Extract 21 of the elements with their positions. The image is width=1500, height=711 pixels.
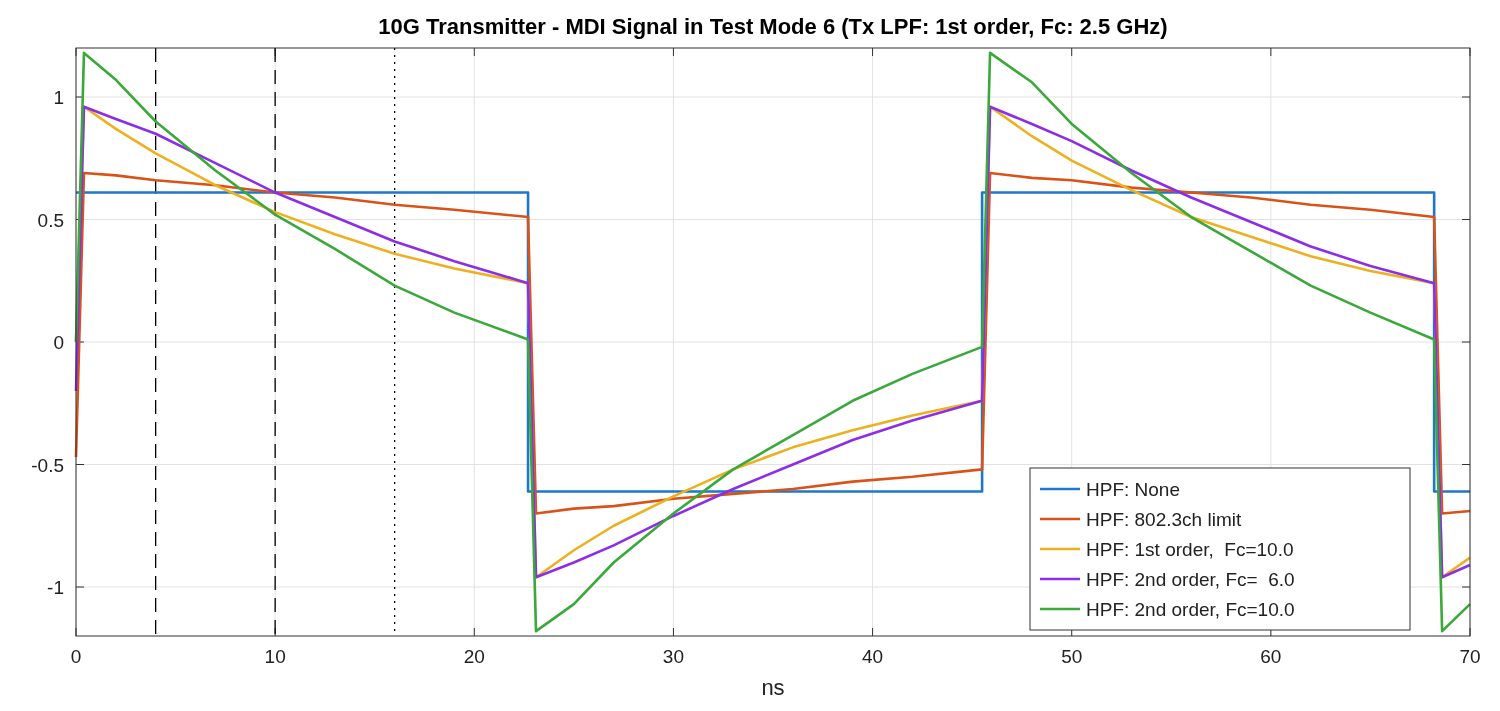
chart-title: 10G Transmitter - MDI Signal in Test Mode 6 (Tx LPF: 1st order, Fc: 2.5 GHz) bbox=[378, 14, 1168, 39]
legend-label: HPF: None bbox=[1086, 479, 1180, 500]
y-tick-label: -1 bbox=[47, 577, 64, 598]
y-tick-label: 0.5 bbox=[37, 209, 64, 231]
legend-label: HPF: 2nd order, Fc=10.0 bbox=[1086, 599, 1295, 620]
x-tick-label: 70 bbox=[1459, 646, 1481, 667]
legend-label: HPF: 802.3ch limit bbox=[1086, 509, 1242, 530]
legend-label: HPF: 2nd order, Fc= 6.0 bbox=[1086, 569, 1295, 590]
y-tick-label: 0 bbox=[53, 332, 64, 353]
x-axis-title: ns bbox=[761, 675, 785, 700]
x-tick-label: 40 bbox=[862, 646, 884, 667]
x-tick-label: 10 bbox=[264, 646, 286, 667]
x-tick-label: 50 bbox=[1061, 646, 1083, 667]
x-tick-label: 0 bbox=[70, 646, 82, 667]
y-tick-label: 1 bbox=[53, 87, 64, 108]
y-tick-label: -0.5 bbox=[31, 454, 64, 476]
line-series bbox=[74, 51, 1472, 633]
x-tick-label: 60 bbox=[1260, 646, 1282, 667]
x-tick-label: 20 bbox=[463, 646, 485, 667]
x-tick-label: 30 bbox=[662, 646, 684, 667]
legend-label: HPF: 1st order, Fc=10.0 bbox=[1086, 539, 1294, 560]
